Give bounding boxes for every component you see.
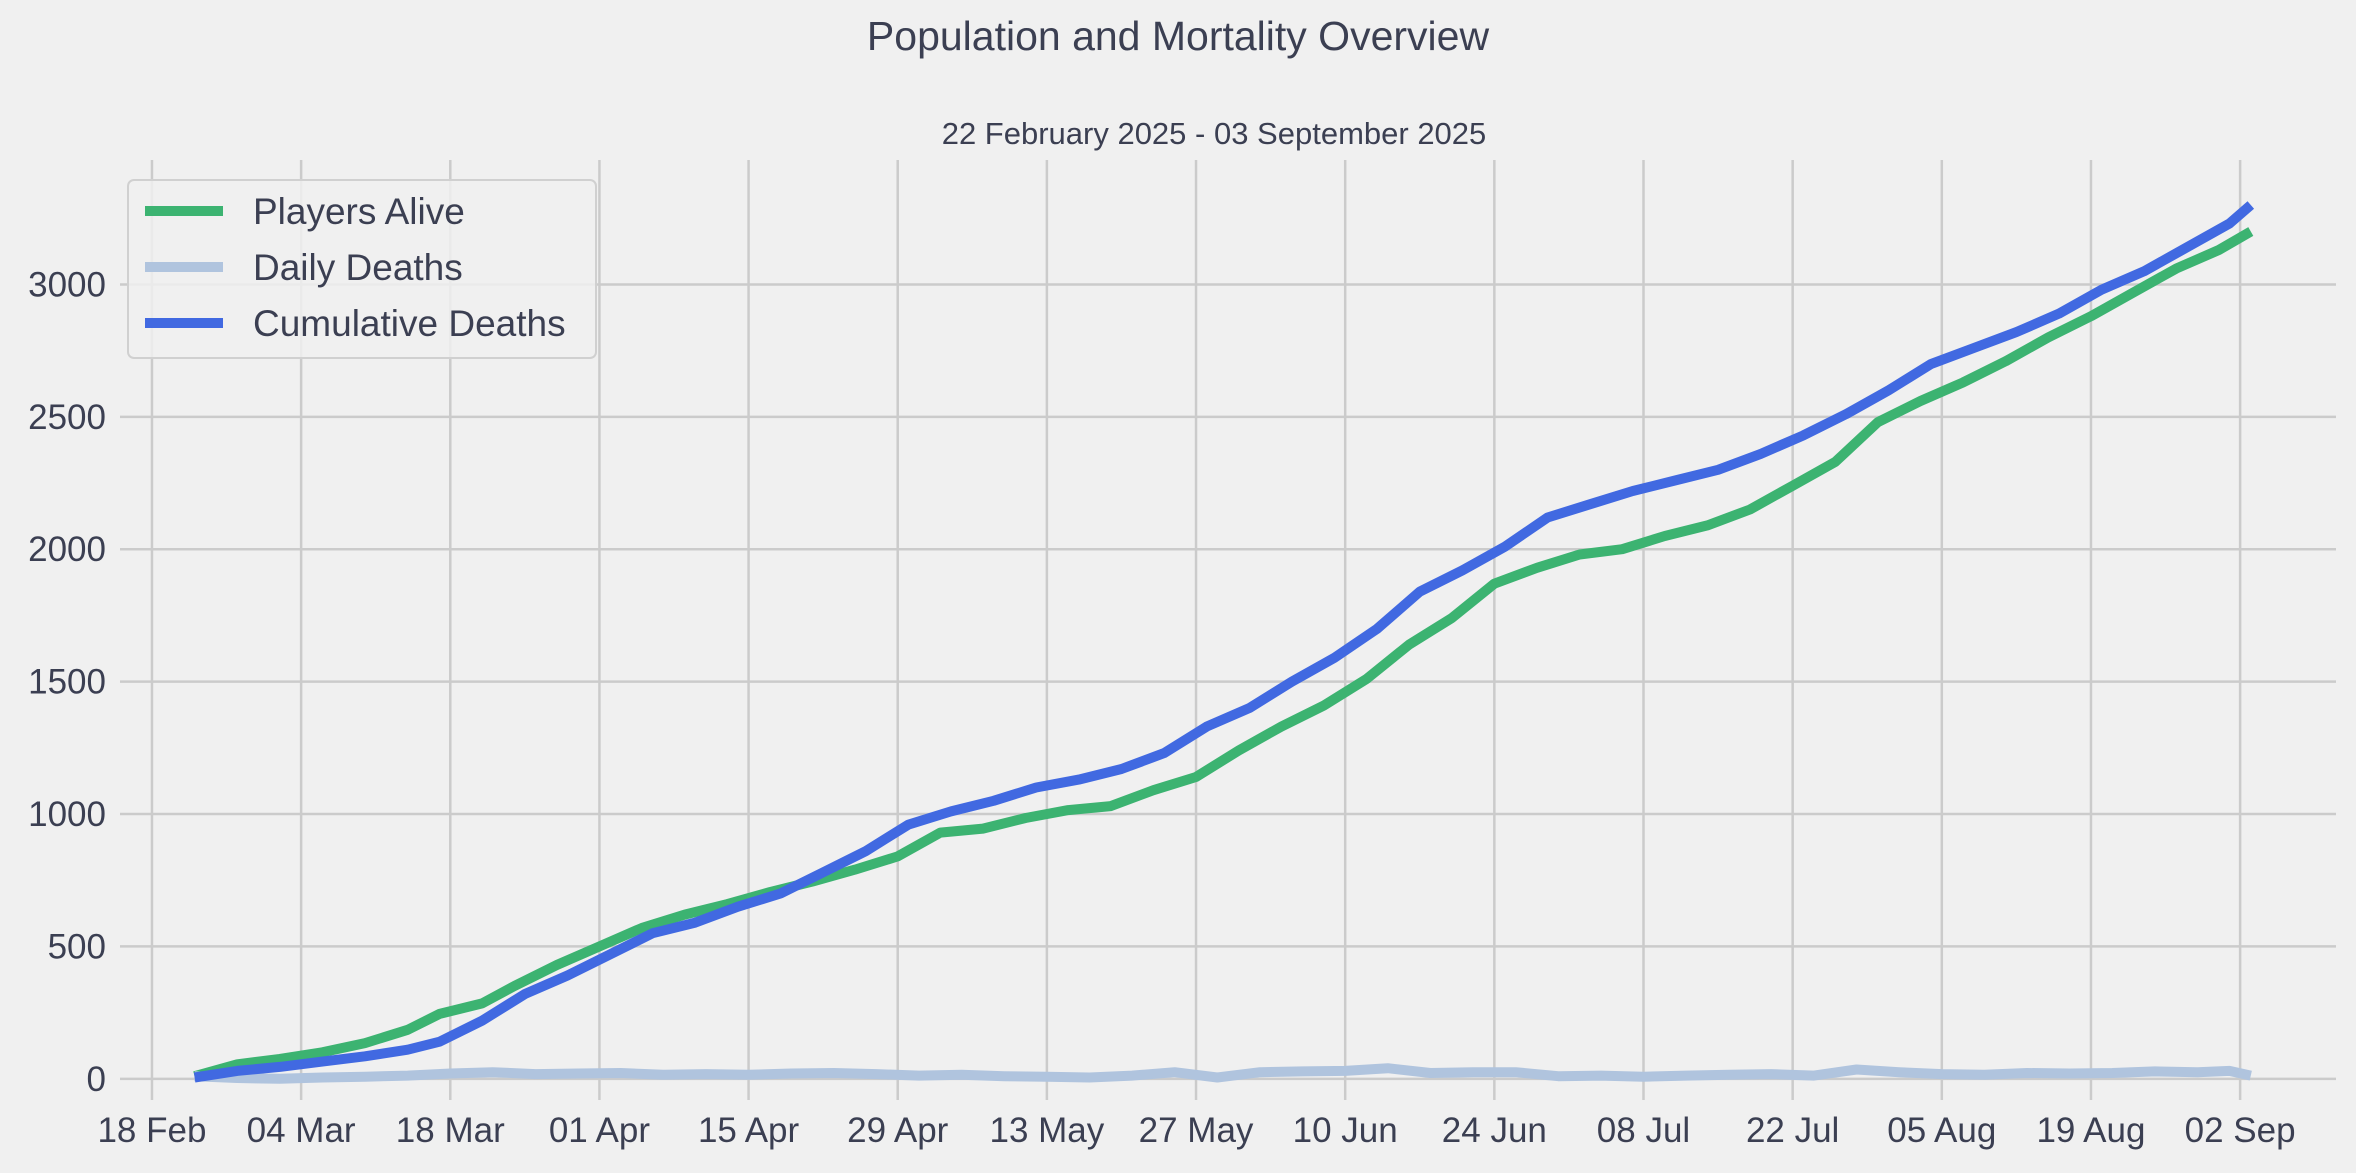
x-tick-label: 18 Mar — [396, 1111, 505, 1150]
x-axis-ticks: 18 Feb 04 Mar 18 Mar 01 Apr 15 Apr 29 Apr 13 M… — [97, 1111, 2295, 1150]
x-tick-label: 13 May — [989, 1111, 1104, 1150]
y-tick-label: 2000 — [28, 530, 106, 569]
legend-label-cumulative-deaths: Cumulative Deaths — [253, 303, 566, 344]
x-tick-label: 04 Mar — [247, 1111, 356, 1150]
legend-frame — [127, 179, 597, 359]
chart-subtitle: 22 February 2025 - 03 September 2025 — [942, 116, 1487, 151]
series-lines — [193, 201, 2255, 1084]
x-tick-label: 05 Aug — [1887, 1111, 1996, 1150]
players-alive-line — [193, 227, 2254, 1082]
legend-label-players-alive: Players Alive — [253, 191, 465, 232]
x-tick-label: 01 Apr — [549, 1111, 651, 1150]
x-tick-label: 02 Sep — [2185, 1111, 2296, 1150]
y-axis-ticks: 0 500 1000 1500 2000 2500 3000 — [28, 265, 106, 1098]
x-tick-label: 29 Apr — [847, 1111, 949, 1150]
y-tick-label: 3000 — [28, 265, 106, 304]
x-tick-label: 27 May — [1139, 1111, 1254, 1150]
y-gridlines — [120, 283, 2336, 1081]
x-tick-label: 19 Aug — [2036, 1111, 2145, 1150]
x-gridlines — [150, 160, 2242, 1100]
x-tick-label: 22 Jul — [1746, 1111, 1839, 1150]
x-tick-label: 24 Jun — [1442, 1111, 1547, 1150]
legend-label-daily-deaths: Daily Deaths — [253, 247, 463, 288]
y-tick-label: 500 — [48, 927, 106, 966]
chart-title: Population and Mortality Overview — [867, 13, 1490, 59]
y-tick-label: 2500 — [28, 398, 106, 437]
chart-legend: Players Alive Daily Deaths Cumulative Deat… — [127, 179, 597, 359]
y-tick-label: 0 — [87, 1060, 106, 1099]
y-tick-label: 1000 — [28, 795, 106, 834]
x-tick-label: 10 Jun — [1293, 1111, 1398, 1150]
daily-deaths-line — [194, 1063, 2252, 1084]
x-tick-label: 18 Feb — [97, 1111, 206, 1150]
x-tick-label: 08 Jul — [1597, 1111, 1690, 1150]
cumulative-deaths-line — [193, 201, 2255, 1083]
y-tick-label: 1500 — [28, 663, 106, 702]
x-tick-label: 15 Apr — [698, 1111, 800, 1150]
